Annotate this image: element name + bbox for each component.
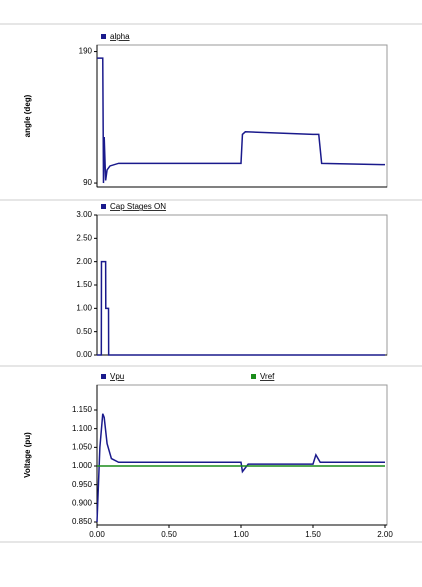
legend-label: Cap Stages ON <box>110 202 166 211</box>
x-tick-label: 1.00 <box>233 530 249 539</box>
y-tick-label: 190 <box>79 47 93 56</box>
plot-area <box>96 214 388 356</box>
x-tick-label: 1.50 <box>305 530 321 539</box>
y-tick-label: 3.00 <box>76 210 92 219</box>
y-axis-label: angle (deg) <box>23 94 32 137</box>
y-tick-label: 1.050 <box>72 442 93 451</box>
series-line <box>97 260 385 356</box>
y-tick-label: 1.00 <box>76 303 92 312</box>
y-tick-label: 2.50 <box>76 233 92 242</box>
legend-swatch <box>101 34 106 39</box>
y-tick-label: 0.850 <box>72 517 93 526</box>
y-tick-label: 2.00 <box>76 257 92 266</box>
x-tick-label: 2.00 <box>377 530 393 539</box>
y-axis-label: Voltage (pu) <box>23 432 32 478</box>
legend-swatch <box>251 374 256 379</box>
y-tick-label: 1.50 <box>76 280 92 289</box>
x-tick-label: 0.00 <box>89 530 105 539</box>
legend-label: Vpu <box>110 372 124 381</box>
legend-swatch <box>101 204 106 209</box>
series-line <box>96 413 385 523</box>
y-tick-label: 0.900 <box>72 498 93 507</box>
plot-area <box>96 384 388 526</box>
y-tick-label: 1.000 <box>72 461 93 470</box>
y-tick-label: 90 <box>83 178 92 187</box>
legend-label: alpha <box>110 32 130 41</box>
plot-area <box>96 44 388 188</box>
y-tick-label: 0.00 <box>76 350 92 359</box>
legend-swatch <box>101 374 106 379</box>
y-tick-label: 1.100 <box>72 424 93 433</box>
y-tick-label: 0.50 <box>76 327 92 336</box>
series-line <box>97 57 386 184</box>
y-tick-label: 0.950 <box>72 480 93 489</box>
y-tick-label: 1.150 <box>72 405 93 414</box>
legend-label: Vref <box>260 372 275 381</box>
x-tick-label: 0.50 <box>161 530 177 539</box>
